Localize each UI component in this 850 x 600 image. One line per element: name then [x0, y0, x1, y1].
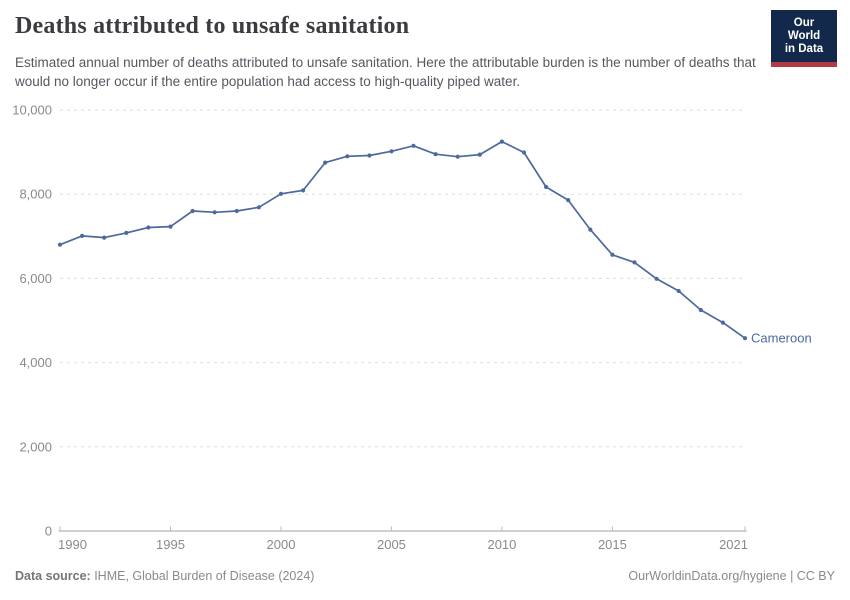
trend-line	[59, 140, 746, 339]
y-tick-label: 6,000	[19, 271, 52, 286]
data-point[interactable]	[654, 276, 659, 281]
data-point[interactable]	[499, 139, 504, 144]
data-point[interactable]	[301, 188, 306, 193]
data-point[interactable]	[455, 154, 460, 159]
data-point[interactable]	[168, 224, 173, 229]
data-point[interactable]	[411, 143, 416, 148]
x-tick-label: 2021	[719, 537, 748, 552]
data-point[interactable]	[323, 160, 328, 165]
x-tick-label: 2010	[487, 537, 516, 552]
data-point[interactable]	[389, 149, 394, 154]
page-title: Deaths attributed to unsafe sanitation	[15, 13, 410, 39]
data-point[interactable]	[676, 288, 681, 294]
y-tick-label: 0	[45, 524, 52, 539]
x-tick-label: 1995	[156, 537, 185, 552]
data-point[interactable]	[345, 154, 350, 159]
data-point[interactable]	[190, 208, 195, 214]
owid-logo-line2: in Data	[784, 43, 824, 55]
data-point[interactable]	[124, 230, 129, 235]
data-point[interactable]	[477, 152, 482, 157]
data-point[interactable]	[234, 208, 239, 214]
data-point[interactable]	[57, 242, 63, 247]
data-point[interactable]	[256, 205, 261, 210]
data-point[interactable]	[212, 210, 217, 215]
data-point[interactable]	[698, 307, 703, 313]
x-tick-label: 1990	[58, 537, 87, 552]
license-link[interactable]: OurWorldinData.org/hygiene | CC BY	[628, 569, 835, 583]
chart-footer: Data source: IHME, Global Burden of Dise…	[0, 566, 850, 592]
chart-subtitle: Estimated annual number of deaths attrib…	[15, 55, 756, 89]
owid-logo[interactable]: Our World in Data	[771, 10, 837, 67]
data-point[interactable]	[521, 150, 527, 155]
data-point[interactable]	[720, 320, 726, 325]
data-source-label: Data source:	[15, 569, 91, 583]
y-tick-label: 2,000	[19, 439, 52, 454]
data-point[interactable]	[102, 235, 107, 240]
data-source-note: Data source: IHME, Global Burden of Dise…	[15, 569, 314, 583]
y-tick-label: 8,000	[19, 187, 52, 202]
data-point[interactable]	[544, 184, 549, 190]
y-tick-label: 4,000	[19, 355, 52, 370]
owid-logo-line1: Our World	[787, 17, 821, 42]
data-point[interactable]	[610, 252, 615, 257]
data-point[interactable]	[588, 227, 593, 232]
x-tick-label: 2000	[267, 537, 296, 552]
data-point[interactable]	[632, 260, 637, 265]
data-point[interactable]	[80, 233, 85, 238]
y-tick-label: 10,000	[12, 103, 52, 118]
x-tick-label: 2005	[377, 537, 406, 552]
series-end-label[interactable]: Cameroon	[751, 331, 812, 346]
data-point[interactable]	[433, 152, 438, 157]
data-point[interactable]	[742, 336, 748, 341]
data-source-text: IHME, Global Burden of Disease (2024)	[90, 569, 315, 583]
data-point[interactable]	[367, 153, 372, 158]
data-point[interactable]	[566, 198, 571, 203]
data-point[interactable]	[146, 225, 151, 230]
x-tick-label: 2015	[598, 537, 627, 552]
data-point[interactable]	[278, 191, 284, 196]
